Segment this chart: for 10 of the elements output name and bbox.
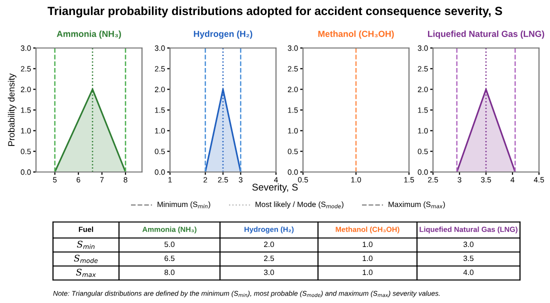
- category-label: S$_{max}$: [76, 268, 96, 277]
- chart-title: Hydrogen (H₂): [194, 30, 252, 39]
- text: Triangular probability distributions adopted for accident consequence severity, S: [48, 6, 502, 18]
- chart-title: Liquefied Natural Gas (LNG): [428, 30, 544, 39]
- text: Severity, S: [252, 183, 298, 193]
- category-label: S$_{min}$: [77, 240, 95, 249]
- category-label: S$_{mode}$: [74, 254, 98, 263]
- chart-title: Methanol (CH₃OH): [318, 30, 394, 39]
- chart-title: Ammonia (NH₃): [56, 30, 121, 39]
- y-axis-title: Probability density: [8, 73, 16, 146]
